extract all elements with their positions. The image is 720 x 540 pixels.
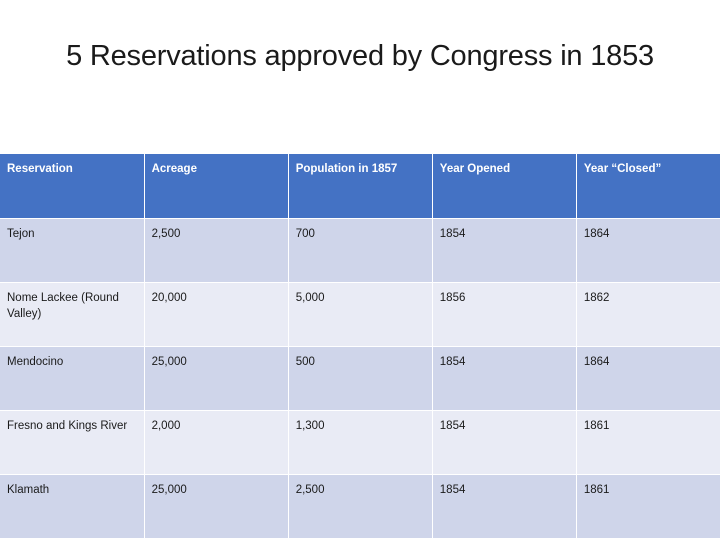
cell-population: 700 bbox=[288, 218, 433, 283]
cell-year-opened: 1854 bbox=[432, 410, 577, 475]
cell-population: 2,500 bbox=[288, 474, 433, 539]
cell-year-opened: 1854 bbox=[432, 474, 577, 539]
cell-acreage: 20,000 bbox=[144, 282, 289, 347]
cell-reservation: Nome Lackee (Round Valley) bbox=[0, 282, 145, 347]
slide-title: 5 Reservations approved by Congress in 1… bbox=[66, 40, 654, 72]
cell-year-opened: 1856 bbox=[432, 282, 577, 347]
cell-acreage: 25,000 bbox=[144, 474, 289, 539]
cell-year-opened: 1854 bbox=[432, 346, 577, 411]
cell-year-closed: 1862 bbox=[576, 282, 720, 347]
header-acreage: Acreage bbox=[144, 154, 289, 219]
cell-population: 500 bbox=[288, 346, 433, 411]
cell-acreage: 2,500 bbox=[144, 218, 289, 283]
header-reservation: Reservation bbox=[0, 154, 145, 219]
cell-reservation: Klamath bbox=[0, 474, 145, 539]
cell-year-closed: 1861 bbox=[576, 410, 720, 475]
cell-year-opened: 1854 bbox=[432, 218, 577, 283]
cell-population: 5,000 bbox=[288, 282, 433, 347]
cell-reservation: Fresno and Kings River bbox=[0, 410, 145, 475]
cell-year-closed: 1864 bbox=[576, 218, 720, 283]
table-row: Tejon 2,500 700 1854 1864 bbox=[0, 218, 720, 283]
table-header-row: Reservation Acreage Population in 1857 Y… bbox=[0, 154, 720, 219]
cell-year-closed: 1864 bbox=[576, 346, 720, 411]
table-row: Mendocino 25,000 500 1854 1864 bbox=[0, 346, 720, 411]
cell-acreage: 2,000 bbox=[144, 410, 289, 475]
cell-reservation: Mendocino bbox=[0, 346, 145, 411]
reservations-table: Reservation Acreage Population in 1857 Y… bbox=[0, 154, 720, 539]
header-year-opened: Year Opened bbox=[432, 154, 577, 219]
table-row: Klamath 25,000 2,500 1854 1861 bbox=[0, 474, 720, 539]
header-year-closed: Year “Closed” bbox=[576, 154, 720, 219]
cell-population: 1,300 bbox=[288, 410, 433, 475]
cell-acreage: 25,000 bbox=[144, 346, 289, 411]
table-row: Nome Lackee (Round Valley) 20,000 5,000 … bbox=[0, 282, 720, 347]
header-population: Population in 1857 bbox=[288, 154, 433, 219]
cell-reservation: Tejon bbox=[0, 218, 145, 283]
cell-year-closed: 1861 bbox=[576, 474, 720, 539]
table-row: Fresno and Kings River 2,000 1,300 1854 … bbox=[0, 410, 720, 475]
